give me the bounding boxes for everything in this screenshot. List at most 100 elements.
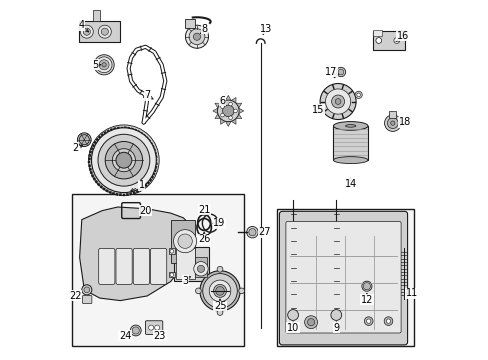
Circle shape [88, 125, 159, 195]
Text: 20: 20 [139, 206, 151, 216]
Bar [155, 162, 157, 165]
Text: 22: 22 [69, 291, 81, 301]
Bar [106, 130, 109, 132]
Circle shape [304, 316, 317, 329]
Bar [122, 194, 125, 196]
Text: 25: 25 [213, 301, 226, 311]
FancyBboxPatch shape [82, 296, 92, 303]
Bar [373, 31, 404, 50]
Bar [124, 127, 126, 129]
Circle shape [390, 121, 394, 125]
Text: 24: 24 [119, 330, 131, 341]
Circle shape [173, 230, 196, 253]
Circle shape [356, 93, 360, 96]
Bar [155, 159, 157, 161]
Circle shape [366, 319, 370, 323]
Circle shape [130, 325, 141, 336]
Bar [113, 127, 116, 130]
Polygon shape [212, 108, 218, 114]
Bar [151, 145, 154, 148]
Bar [105, 189, 108, 192]
Bar [147, 139, 150, 142]
Ellipse shape [333, 157, 367, 163]
FancyBboxPatch shape [99, 248, 115, 284]
Bar [88, 154, 91, 157]
Bar [119, 194, 122, 196]
Circle shape [98, 134, 149, 186]
Circle shape [233, 109, 237, 113]
Bar [91, 175, 94, 177]
Polygon shape [225, 95, 231, 100]
Circle shape [393, 38, 399, 44]
Bar [93, 177, 96, 180]
Polygon shape [214, 114, 220, 119]
Text: 13: 13 [260, 24, 272, 34]
Bar [93, 141, 97, 144]
Bar [130, 128, 133, 130]
Circle shape [220, 113, 224, 117]
Bar [100, 185, 102, 188]
Bar [88, 165, 91, 167]
Circle shape [228, 102, 232, 106]
FancyBboxPatch shape [116, 248, 132, 284]
Polygon shape [235, 114, 241, 119]
Bar [115, 193, 118, 195]
Bar [96, 138, 99, 141]
Text: 2: 2 [72, 143, 78, 153]
Circle shape [384, 317, 392, 325]
Ellipse shape [345, 125, 355, 127]
Text: 21: 21 [198, 204, 210, 215]
Bar [176, 248, 195, 279]
Bar [153, 149, 155, 151]
Circle shape [384, 115, 400, 131]
Circle shape [307, 319, 314, 326]
Bar [102, 188, 105, 190]
Circle shape [91, 128, 156, 193]
Bar [152, 172, 155, 175]
Circle shape [203, 274, 237, 308]
Text: 27: 27 [258, 227, 270, 237]
Bar [126, 193, 128, 195]
Bar [170, 220, 195, 263]
Polygon shape [238, 108, 244, 114]
Text: 18: 18 [398, 117, 410, 127]
Bar [142, 134, 145, 137]
Bar [153, 169, 156, 172]
Circle shape [81, 285, 92, 295]
Bar [174, 247, 208, 281]
FancyBboxPatch shape [285, 221, 400, 333]
Bar [149, 142, 152, 145]
Polygon shape [80, 207, 194, 301]
Bar [72, 194, 244, 346]
Bar [134, 129, 137, 132]
Bar [149, 179, 152, 181]
Circle shape [101, 28, 108, 35]
Circle shape [364, 317, 372, 325]
Bar [137, 130, 140, 133]
Bar [154, 152, 156, 154]
Circle shape [320, 84, 355, 120]
Circle shape [170, 249, 173, 253]
Bar [79, 21, 120, 42]
Bar [194, 257, 206, 277]
Bar [140, 132, 143, 135]
Circle shape [215, 287, 224, 295]
Bar [88, 161, 90, 163]
Text: 17: 17 [324, 67, 336, 77]
Bar [112, 192, 115, 195]
Bar [88, 158, 90, 160]
Circle shape [287, 310, 298, 320]
Circle shape [189, 29, 204, 45]
Polygon shape [220, 118, 225, 124]
Circle shape [185, 25, 208, 48]
Polygon shape [225, 121, 231, 126]
Bar [103, 131, 106, 134]
Bar [388, 111, 396, 118]
Bar [136, 190, 139, 193]
Circle shape [84, 287, 89, 293]
Circle shape [228, 116, 232, 120]
Circle shape [217, 310, 223, 315]
Circle shape [99, 60, 109, 70]
Bar [110, 129, 113, 131]
Bar [121, 127, 122, 129]
